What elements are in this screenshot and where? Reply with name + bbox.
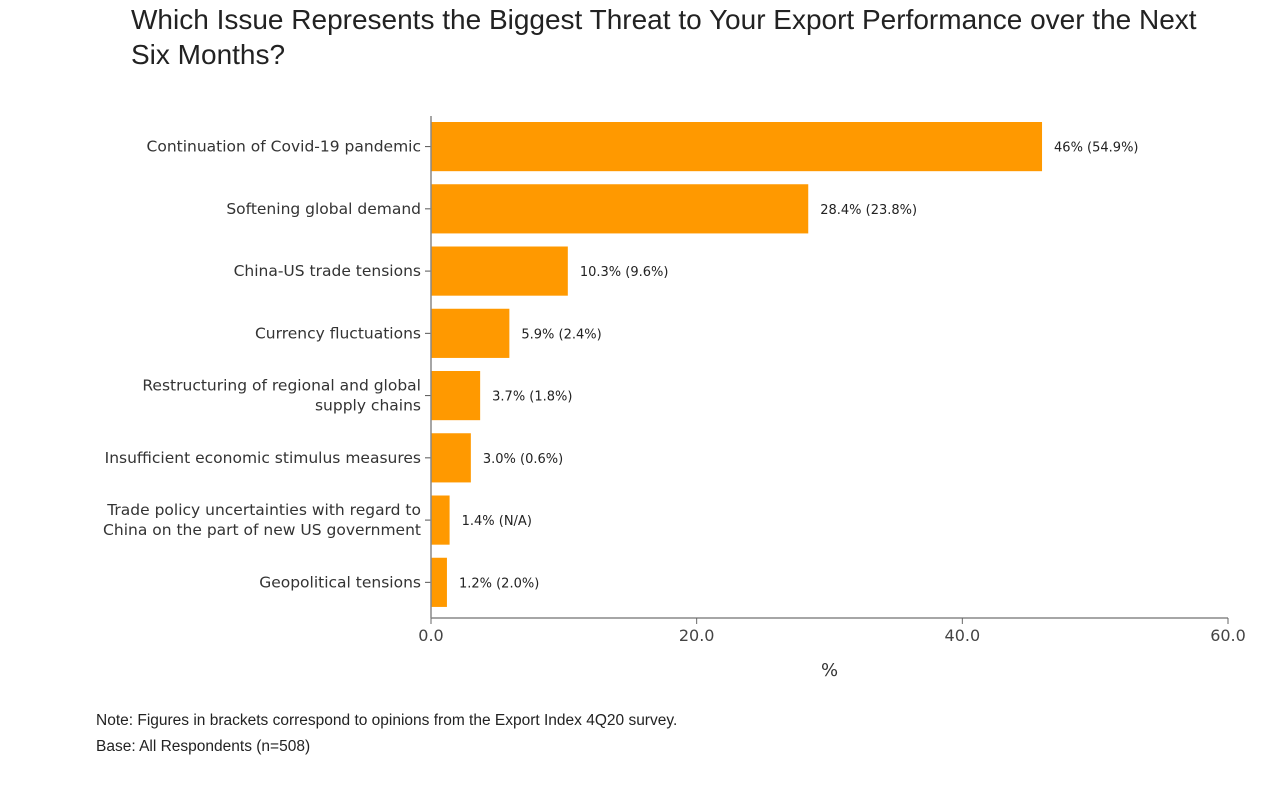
bar-4 <box>431 308 510 358</box>
category-label-4: Currency fluctuations <box>255 324 421 342</box>
chart-notes: Note: Figures in brackets correspond to … <box>96 708 677 760</box>
category-label-line: China-US trade tensions <box>234 262 421 280</box>
category-label-line: Geopolitical tensions <box>259 573 421 591</box>
bar-chart: 46% (54.9%) Continuation of Covid-19 pand… <box>103 116 1246 681</box>
category-label-3: China-US trade tensions <box>234 262 421 280</box>
bar-6 <box>431 433 471 483</box>
data-label-6: 3.0% (0.6%) <box>483 452 563 467</box>
bar-7 <box>431 495 450 545</box>
data-label-3: 10.3% (9.6%) <box>580 265 669 280</box>
bar-2 <box>431 184 809 234</box>
base-text: Base: All Respondents (n=508) <box>96 738 311 755</box>
data-label-8: 1.2% (2.0%) <box>459 576 539 591</box>
x-tick-label-4: 60.0 <box>1210 626 1246 645</box>
note-text: Note: Figures in brackets correspond to … <box>96 712 678 729</box>
category-label-line: Currency fluctuations <box>255 324 421 342</box>
bar-5 <box>431 371 481 421</box>
x-tick-label-2: 20.0 <box>679 626 715 645</box>
category-label-5: Restructuring of regional and global supp… <box>142 377 421 415</box>
data-label-7: 1.4% (N/A) <box>462 514 532 529</box>
category-label-1: Continuation of Covid-19 pandemic <box>147 138 421 156</box>
category-label-line: China on the part of new US government <box>103 521 421 539</box>
category-label-line: Softening global demand <box>226 200 421 218</box>
data-label-4: 5.9% (2.4%) <box>521 327 601 342</box>
data-label-1: 46% (54.9%) <box>1054 141 1138 156</box>
category-label-line: Insufficient economic stimulus measures <box>105 449 421 467</box>
category-label-line: Restructuring of regional and global <box>142 377 421 395</box>
data-label-5: 3.7% (1.8%) <box>492 390 572 405</box>
chart-title: Which Issue Represents the Biggest Threa… <box>131 4 1197 70</box>
category-label-2: Softening global demand <box>226 200 421 218</box>
x-tick-label-1: 0.0 <box>418 626 443 645</box>
plot-area: 46% (54.9%) Continuation of Covid-19 pand… <box>103 116 1246 681</box>
x-tick-label-3: 40.0 <box>945 626 981 645</box>
data-label-2: 28.4% (23.8%) <box>820 203 917 218</box>
x-axis-title: % <box>821 660 838 681</box>
category-label-line: Continuation of Covid-19 pandemic <box>147 138 421 156</box>
category-label-8: Geopolitical tensions <box>259 573 421 591</box>
bar-1 <box>431 122 1043 172</box>
bar-8 <box>431 557 447 607</box>
category-label-6: Insufficient economic stimulus measures <box>105 449 421 467</box>
category-label-7: Trade policy uncertainties with regard t… <box>103 501 421 539</box>
category-label-line: supply chains <box>315 397 421 415</box>
category-label-line: Trade policy uncertainties with regard t… <box>106 501 421 519</box>
bar-3 <box>431 246 568 296</box>
